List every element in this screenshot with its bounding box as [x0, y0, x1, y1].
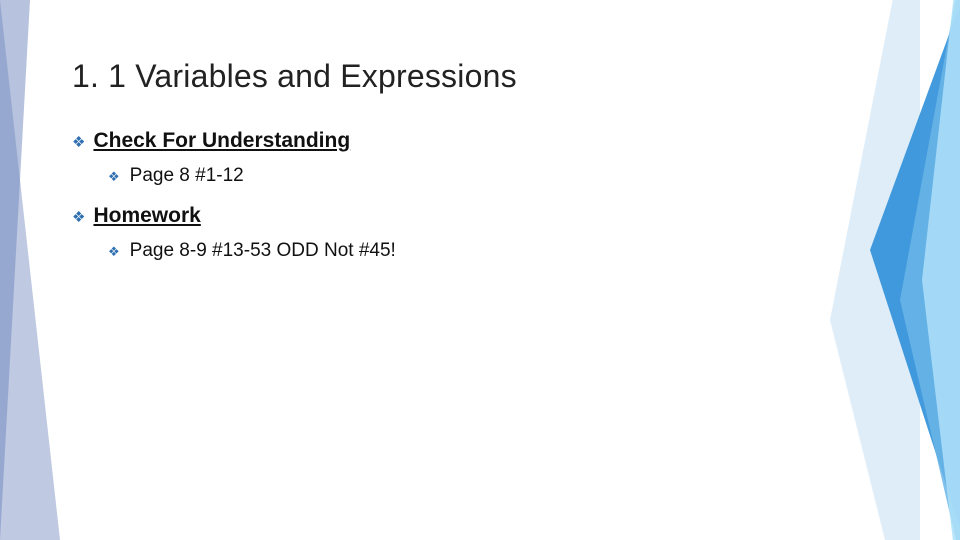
diamond-bullet-icon: ❖: [108, 241, 120, 263]
facet-triangle-pale: [922, 0, 960, 540]
slide-title: 1. 1 Variables and Expressions: [72, 58, 840, 95]
slide: 1. 1 Variables and Expressions ❖ Check F…: [0, 0, 960, 540]
diamond-bullet-icon: ❖: [72, 206, 85, 230]
section-heading: Homework: [93, 204, 200, 228]
section-homework: ❖ Homework ❖ Page 8-9 #13-53 ODD Not #45…: [72, 204, 840, 263]
list-item-text: Page 8-9 #13-53 ODD Not #45!: [130, 240, 396, 262]
content-area: 1. 1 Variables and Expressions ❖ Check F…: [72, 58, 840, 279]
section-check-understanding: ❖ Check For Understanding ❖ Page 8 #1-12: [72, 129, 840, 188]
diamond-bullet-icon: ❖: [108, 166, 120, 188]
left-accent-triangle-2: [0, 0, 30, 540]
list-item: ❖ Page 8-9 #13-53 ODD Not #45!: [108, 240, 840, 263]
section-heading: Check For Understanding: [93, 129, 350, 153]
diamond-bullet-icon: ❖: [72, 131, 85, 155]
list-item: ❖ Page 8 #1-12: [108, 165, 840, 188]
list-item-text: Page 8 #1-12: [130, 165, 244, 187]
